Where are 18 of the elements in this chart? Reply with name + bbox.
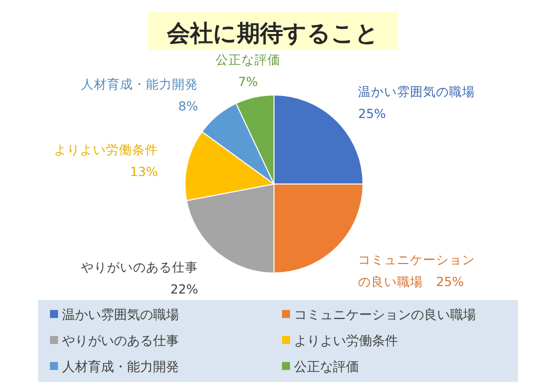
legend-label: 温かい雰囲気の職場: [62, 308, 179, 323]
legend-label: よりよい労働条件: [294, 334, 398, 349]
data-label: 25%: [358, 106, 386, 121]
slice-label: 温かい雰囲気の職場: [358, 84, 476, 99]
legend-label: コミュニケーションの良い職場: [294, 308, 476, 323]
slice-label: やりがいのある仕事: [81, 260, 198, 275]
slice-label: よりよい労働条件: [54, 142, 158, 158]
slice-label: 公正な評価: [216, 52, 281, 67]
data-label: 13%: [130, 164, 158, 180]
legend-label: やりがいのある仕事: [62, 334, 179, 349]
chart-title: 会社に期待すること: [166, 21, 379, 47]
legend-label: 人材育成・能力開発: [62, 359, 179, 375]
data-label: 7%: [238, 74, 258, 89]
data-label: 8%: [178, 98, 198, 114]
slice-label: 人材育成・能力開発: [81, 76, 198, 92]
data-label: 22%: [170, 282, 198, 297]
category-label: コミュニケーションの良い職場 25%: [358, 252, 476, 290]
legend-label: 公正な評価: [294, 360, 359, 375]
